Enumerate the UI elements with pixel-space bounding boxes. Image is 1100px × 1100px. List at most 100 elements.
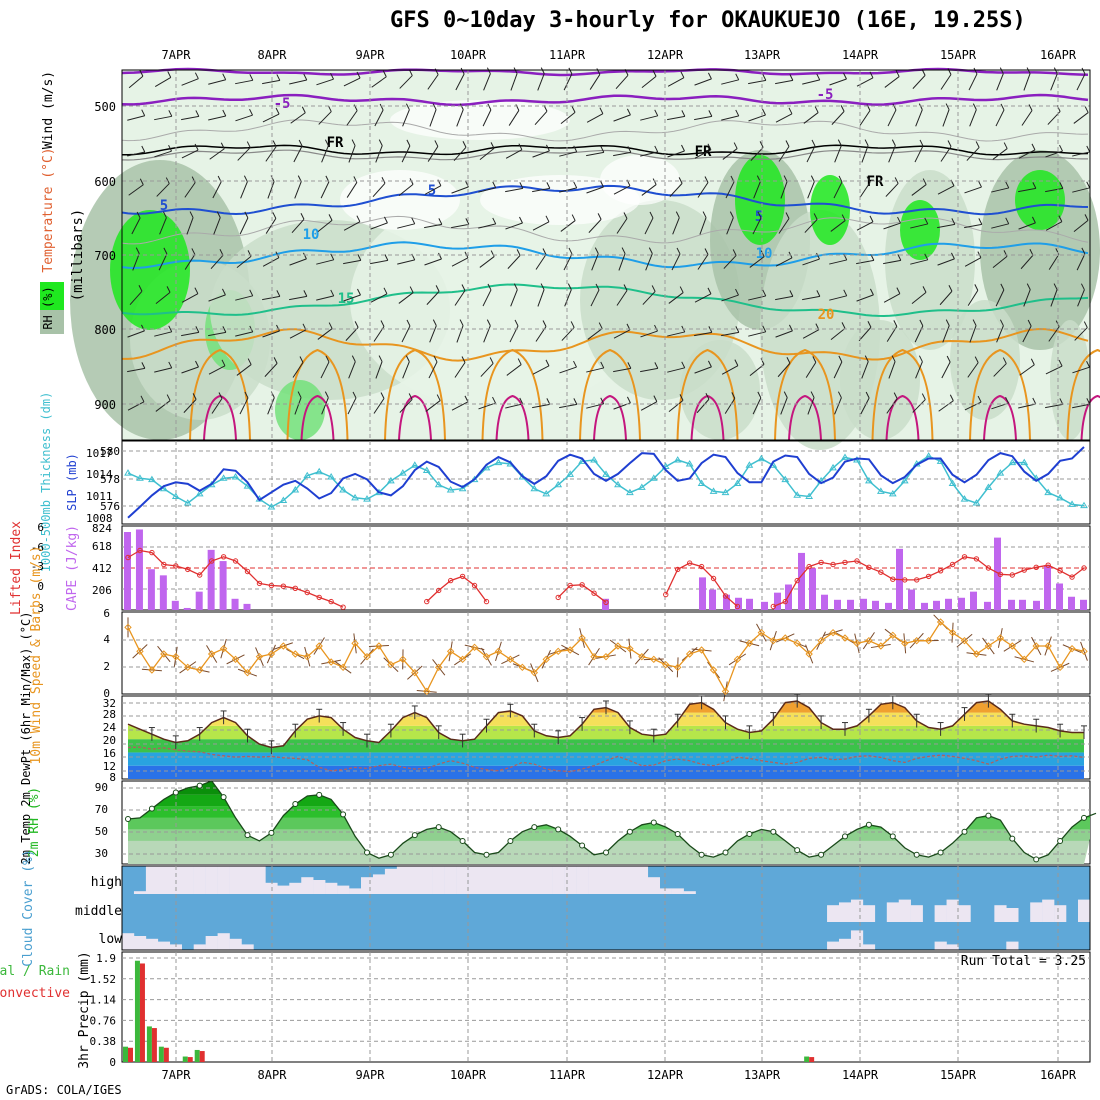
cloud-layer-middle	[898, 899, 911, 922]
wind-barb	[398, 292, 414, 304]
rh2m-tick-label: 50	[95, 825, 108, 838]
cloud-panel	[121, 865, 1091, 951]
lifted-index-point	[973, 556, 980, 562]
wind-barb-flag	[409, 286, 414, 293]
slp-tick-label: 1011	[86, 490, 113, 503]
thickness-point	[422, 466, 431, 473]
cloud-layer-high	[396, 866, 410, 894]
wind-barb-flag	[973, 67, 978, 75]
wind-speed-point	[578, 634, 586, 642]
cape-bar	[746, 598, 753, 610]
wind-barb-flag	[492, 396, 496, 404]
wind-barb-flag	[652, 178, 657, 185]
wind-barb-flag	[681, 361, 686, 369]
wind-barb	[154, 331, 172, 337]
lifted-index-point	[854, 558, 860, 564]
wind-tick-label: 0	[103, 687, 110, 700]
cape-bar	[207, 549, 215, 610]
wind-barb	[833, 181, 843, 199]
wind-barb	[723, 255, 737, 269]
wind-barb	[563, 253, 573, 271]
wind-barb-flag	[865, 391, 870, 399]
wind-barb-flag	[946, 355, 951, 363]
wind-barb-flag	[1005, 217, 1010, 225]
wind-speed-point	[351, 639, 359, 648]
wind-barb-flag	[519, 182, 524, 189]
wind-barb	[645, 253, 653, 271]
wind-barb-flag	[731, 392, 736, 399]
wind-barb-flag	[948, 285, 953, 292]
wind-barb-flag	[869, 288, 874, 296]
wind-barb	[721, 331, 739, 337]
wind-barb-flag	[135, 247, 140, 254]
wind-barb-flag	[735, 288, 739, 296]
wind-barb-flag	[975, 141, 980, 148]
wind-barb	[640, 401, 658, 411]
rh2m-point	[483, 851, 490, 858]
lifted-index-line	[127, 549, 1085, 608]
wind-barb	[343, 294, 361, 302]
cloud-layer-low	[850, 930, 864, 950]
wind-barb	[532, 150, 550, 158]
wind-barb	[669, 183, 683, 197]
temp-tick-label: 28	[103, 708, 116, 721]
wind-barb-flag	[841, 322, 846, 329]
lifted-index-point	[244, 568, 251, 575]
cape-bar	[243, 603, 251, 610]
precip-tick-label: 0.76	[90, 1014, 117, 1027]
lifted-index-point	[161, 561, 167, 568]
thickness-point	[171, 492, 180, 500]
wind-barb-flag	[1032, 397, 1037, 405]
thickness-point	[1080, 501, 1088, 509]
thickness-point	[841, 453, 849, 460]
wind-barb	[1022, 325, 1032, 343]
rh2m-point	[722, 849, 729, 856]
wind-barb	[806, 145, 816, 163]
thickness-point	[733, 479, 742, 486]
precip-axis-label: 3hr Precip (mm)	[77, 951, 92, 1068]
wind-barb-flag	[139, 178, 144, 185]
x-tick-label-bottom: 7APR	[162, 1068, 192, 1082]
li-tick-label: 0	[37, 580, 44, 593]
wind-speed-point	[243, 668, 252, 677]
wind-speed-point	[554, 647, 562, 656]
lifted-index-point	[137, 547, 143, 554]
wind-barb-flag	[518, 143, 523, 150]
wind-barb	[885, 183, 899, 197]
wind-barb	[482, 109, 492, 127]
wind-barb-flag	[328, 322, 333, 329]
wind-barb	[401, 325, 411, 343]
rh-band	[128, 794, 1090, 807]
wind-barb	[694, 293, 712, 303]
cape-bar	[723, 594, 730, 610]
wind-speed-point	[697, 646, 706, 654]
wind-barb	[208, 294, 226, 302]
li-tick-label: 6	[37, 521, 44, 534]
wind-barb-flag	[978, 180, 982, 188]
wind-barb	[507, 255, 521, 269]
wind-barb	[938, 400, 954, 412]
wind-barb-flag	[408, 393, 413, 400]
wind-barb	[181, 293, 199, 303]
wind-barb-flag	[1030, 358, 1035, 365]
thickness-point	[363, 495, 371, 502]
rh2m-point	[459, 837, 466, 844]
wind-barb	[694, 331, 712, 337]
wind-barb	[184, 254, 196, 270]
wind-barb-flag	[729, 211, 734, 218]
wind-barb	[640, 115, 658, 121]
thickness-point	[1008, 458, 1017, 466]
isotherm-15	[121, 283, 1089, 318]
wind-barb	[318, 111, 332, 125]
wind-barb	[427, 146, 439, 162]
wind-barb	[1072, 187, 1090, 193]
precip-total-bar	[158, 1046, 164, 1062]
wind-barb-flag	[974, 284, 979, 291]
wind-barb	[992, 255, 1008, 269]
wind-barb-flag	[354, 321, 359, 328]
wind-barb-flag	[1031, 143, 1036, 151]
wind-barb	[668, 292, 684, 304]
wind-barb	[343, 77, 361, 87]
wind-barb	[1073, 112, 1089, 124]
